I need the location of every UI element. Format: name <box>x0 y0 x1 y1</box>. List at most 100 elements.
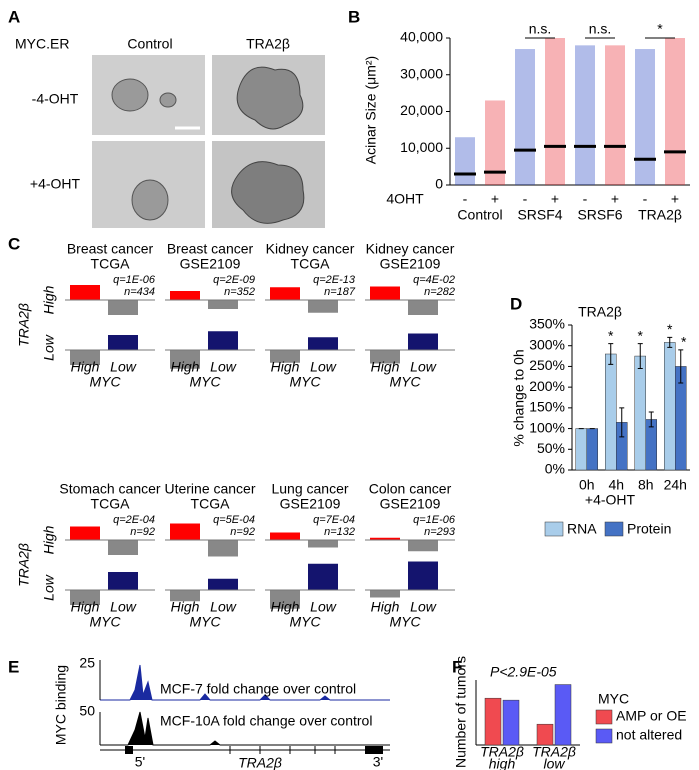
bar <box>536 723 554 746</box>
chart-title: GSE2109 <box>380 496 441 512</box>
y-tick-label: 0% <box>545 461 565 477</box>
label: n=132 <box>324 526 355 538</box>
x-tick-label: High <box>71 359 100 375</box>
chart-title: TRA2β <box>578 304 622 320</box>
bar <box>208 540 238 557</box>
legend-label: RNA <box>567 521 597 537</box>
group-label: SRSF4 <box>517 207 562 223</box>
acinus <box>231 161 305 224</box>
annotation: * <box>681 334 687 350</box>
x-tick-label: Low <box>210 359 237 375</box>
chart-title: TCGA <box>291 256 331 272</box>
x-tick-label: Low <box>310 599 337 615</box>
label: -4-OHT <box>32 91 79 107</box>
label: q=2E-13 <box>313 274 356 286</box>
x-axis-label: +4-OHT <box>585 492 636 508</box>
legend-swatch <box>595 728 613 744</box>
bar <box>208 578 238 590</box>
bar <box>170 291 200 300</box>
range <box>575 45 595 185</box>
panel-label: F <box>452 657 462 676</box>
label: q=2E-09 <box>213 274 255 286</box>
error-bar <box>619 407 625 438</box>
y-tick-label: 40,000 <box>400 29 443 45</box>
axis-label: High <box>41 285 57 314</box>
acinus <box>131 179 169 221</box>
label: n=352 <box>224 286 255 298</box>
range <box>515 49 535 186</box>
x-tick-label: Low <box>310 359 337 375</box>
error-bar <box>667 336 673 348</box>
acinus <box>159 92 177 108</box>
label: 5' <box>135 754 145 770</box>
exons <box>229 746 336 754</box>
x-tick-label: high <box>489 756 516 770</box>
label: 50 <box>79 703 95 719</box>
label: q=1E-06 <box>113 274 156 286</box>
chart-title: Breast cancer <box>67 241 154 257</box>
y-tick-label: 30,000 <box>400 65 443 81</box>
label: 25 <box>79 655 95 671</box>
exon <box>125 746 133 754</box>
y-tick-label: 50% <box>537 440 565 456</box>
axis-label: TRA2β <box>16 543 32 587</box>
y-tick-label: 250% <box>529 357 565 373</box>
x-tick-label: High <box>71 599 100 615</box>
bar <box>484 697 502 746</box>
legend-swatch <box>604 521 624 537</box>
annotation: * <box>638 327 644 343</box>
x-tick-label: - <box>463 191 468 207</box>
bar <box>270 532 300 540</box>
bar <box>70 285 100 300</box>
x-tick-label: High <box>371 599 400 615</box>
x-tick-label: High <box>371 359 400 375</box>
range <box>665 38 685 185</box>
label: 3' <box>373 754 383 770</box>
bar <box>108 540 138 555</box>
label: TRA2β <box>238 755 282 770</box>
chart-title: Uterine cancer <box>164 481 255 497</box>
x-axis-label: MYC <box>289 614 321 630</box>
acinus <box>111 78 149 112</box>
bar <box>170 590 200 602</box>
panel-label: C <box>8 234 20 253</box>
x-tick-label: TRA2β <box>532 744 576 760</box>
bar <box>370 286 400 300</box>
bar <box>586 428 598 471</box>
axis-label: % change to 0h <box>511 349 527 446</box>
exon <box>365 746 383 754</box>
label: n=92 <box>130 526 155 538</box>
mcf10a-track <box>100 711 390 746</box>
y-tick-label: 300% <box>529 336 565 352</box>
chart-title: TCGA <box>191 496 231 512</box>
label: n=434 <box>124 286 155 298</box>
mcf7-track <box>100 664 390 701</box>
range <box>455 137 475 185</box>
annotation: * <box>608 327 614 343</box>
error-bar <box>637 343 643 369</box>
label: q=1E-06 <box>413 514 456 526</box>
group-label: SRSF6 <box>577 207 622 223</box>
label: P<2.9E-05 <box>490 664 557 680</box>
label: q=5E-04 <box>213 514 255 526</box>
x-tick-label: Low <box>110 599 137 615</box>
x-axis-label: MYC <box>389 374 421 390</box>
bar <box>70 590 100 605</box>
chart-title: GSE2109 <box>280 496 341 512</box>
y-tick-label: 100% <box>529 419 565 435</box>
panel-label: A <box>8 7 20 26</box>
bar <box>270 350 300 363</box>
bar <box>308 540 338 548</box>
bar <box>554 684 572 746</box>
annotation: n.s. <box>529 21 552 37</box>
error-bar <box>678 349 684 384</box>
panel-label: D <box>510 294 522 313</box>
axis-label: Low <box>41 334 57 361</box>
chart-title: Lung cancer <box>271 481 348 497</box>
axis-label: High <box>41 525 57 554</box>
legend-swatch <box>544 521 564 537</box>
range <box>605 45 625 185</box>
chart-title: Stomach cancer <box>59 481 160 497</box>
group-label: Control <box>457 207 502 223</box>
